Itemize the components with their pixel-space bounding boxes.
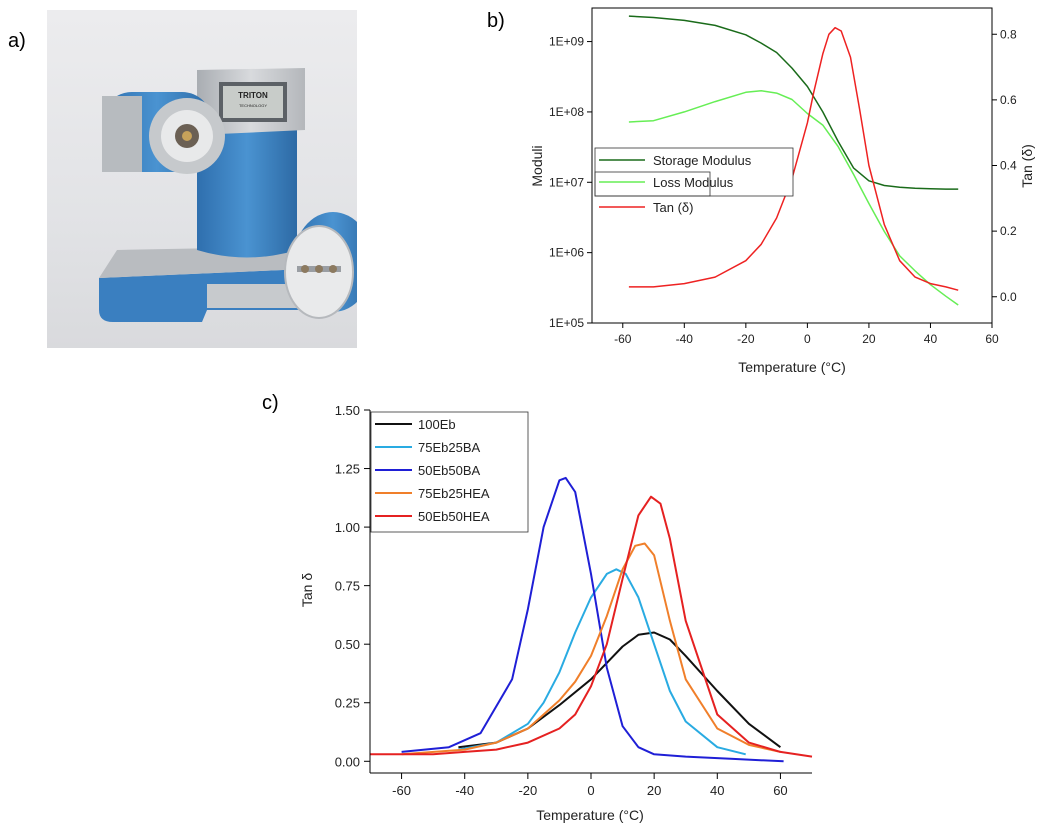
- y-tick-label: 1.00: [335, 520, 360, 535]
- y-tick-label: 1.50: [335, 403, 360, 418]
- panel-label-c: c): [262, 392, 279, 414]
- x-tick-label: 60: [985, 332, 999, 346]
- legend-label-storage: Storage Modulus: [653, 153, 752, 168]
- x-tick-label: -60: [392, 783, 411, 798]
- x-tick-label: 20: [862, 332, 876, 346]
- y2-axis-label: Tan (δ): [1019, 144, 1035, 188]
- x-tick-label: 0: [804, 332, 811, 346]
- x-tick-label: 40: [710, 783, 724, 798]
- x-axis-label: Temperature (°C): [536, 807, 644, 823]
- brand-sub: TECHNOLOGY: [239, 103, 267, 108]
- y2-tick-label: 0.2: [1000, 224, 1017, 238]
- x-tick-label: 20: [647, 783, 661, 798]
- series-line-75eb25hea: [401, 542, 781, 756]
- chart-moduli-tan: -60 -40 -20 0 20 40 60 1E+05 1E+06 1E+07 1E+08 1E+0…: [529, 7, 1035, 375]
- y-tick-label: 0.75: [335, 579, 360, 594]
- y2-tick-label: 0.8: [1000, 27, 1017, 41]
- chart-tan-delta: -60 -40 -20 0 20 40 60 0.00 0.25 0.50 0.75 1.00 1.25…: [299, 403, 813, 823]
- y-axis-label: Tan δ: [299, 573, 315, 607]
- y2-tick-label: 0.0: [1000, 290, 1017, 304]
- series-line-50eb50ba: [401, 476, 784, 763]
- detached-clamp: [284, 212, 357, 319]
- series-line-75eb25ba: [458, 568, 746, 756]
- y-tick-label: 1E+06: [549, 246, 584, 260]
- y-tick-label: 1.25: [335, 462, 360, 477]
- legend-label-50eb50ba: 50Eb50BA: [418, 463, 480, 478]
- legend: Storage Modulus Loss Modulus Tan (δ): [594, 147, 794, 215]
- x-tick-label: 0: [587, 783, 594, 798]
- legend-label-75eb25hea: 75Eb25HEA: [418, 486, 490, 501]
- x-axis-label: Temperature (°C): [738, 359, 846, 375]
- instrument-photo: TRITON TECHNOLOGY: [47, 10, 357, 348]
- ticks-layer: -60 -40 -20 0 20 40 60 0.00 0.25 0.50 0.75 1.00 1.25…: [335, 403, 788, 798]
- legend-label-50eb50hea: 50Eb50HEA: [418, 509, 490, 524]
- y-tick-label: 1E+09: [549, 35, 584, 49]
- y2-tick-label: 0.4: [1000, 159, 1017, 173]
- ticks-layer: -60 -40 -20 0 20 40 60 1E+05 1E+06 1E+07 1E+08 1E+0…: [549, 27, 1017, 346]
- y2-tick-label: 0.6: [1000, 93, 1017, 107]
- y-tick-label: 1E+05: [549, 316, 584, 330]
- series-layer: [370, 476, 813, 763]
- x-tick-label: -20: [737, 332, 755, 346]
- series-line-storage-modulus: [628, 15, 959, 190]
- series-layer: [628, 15, 959, 306]
- panel-label-a: a): [8, 30, 26, 52]
- y-tick-label: 1E+07: [549, 175, 584, 189]
- x-tick-label: -40: [676, 332, 694, 346]
- instrument-head: [102, 92, 225, 174]
- series-line-tan: [628, 26, 959, 291]
- y-tick-label: 0.00: [335, 754, 360, 769]
- legend: 100Eb 75Eb25BA 50Eb50BA 75Eb25HEA 50Eb50…: [370, 411, 529, 533]
- y-axis-label: Moduli: [529, 145, 545, 186]
- legend-label-loss: Loss Modulus: [653, 175, 734, 190]
- y-tick-label: 0.50: [335, 637, 360, 652]
- x-tick-label: 40: [924, 332, 938, 346]
- x-tick-label: 60: [773, 783, 787, 798]
- panel-label-b: b): [487, 10, 505, 32]
- x-tick-label: -60: [614, 332, 632, 346]
- brand-logo: TRITON: [238, 91, 268, 100]
- legend-label-tan: Tan (δ): [653, 200, 693, 215]
- series-line-loss-modulus: [628, 89, 959, 306]
- legend-label-100eb: 100Eb: [418, 417, 456, 432]
- legend-label-75eb25ba: 75Eb25BA: [418, 440, 480, 455]
- x-tick-label: -20: [518, 783, 537, 798]
- x-tick-label: -40: [455, 783, 474, 798]
- series-line-50eb50hea: [370, 495, 813, 758]
- y-tick-label: 0.25: [335, 696, 360, 711]
- y-tick-label: 1E+08: [549, 105, 584, 119]
